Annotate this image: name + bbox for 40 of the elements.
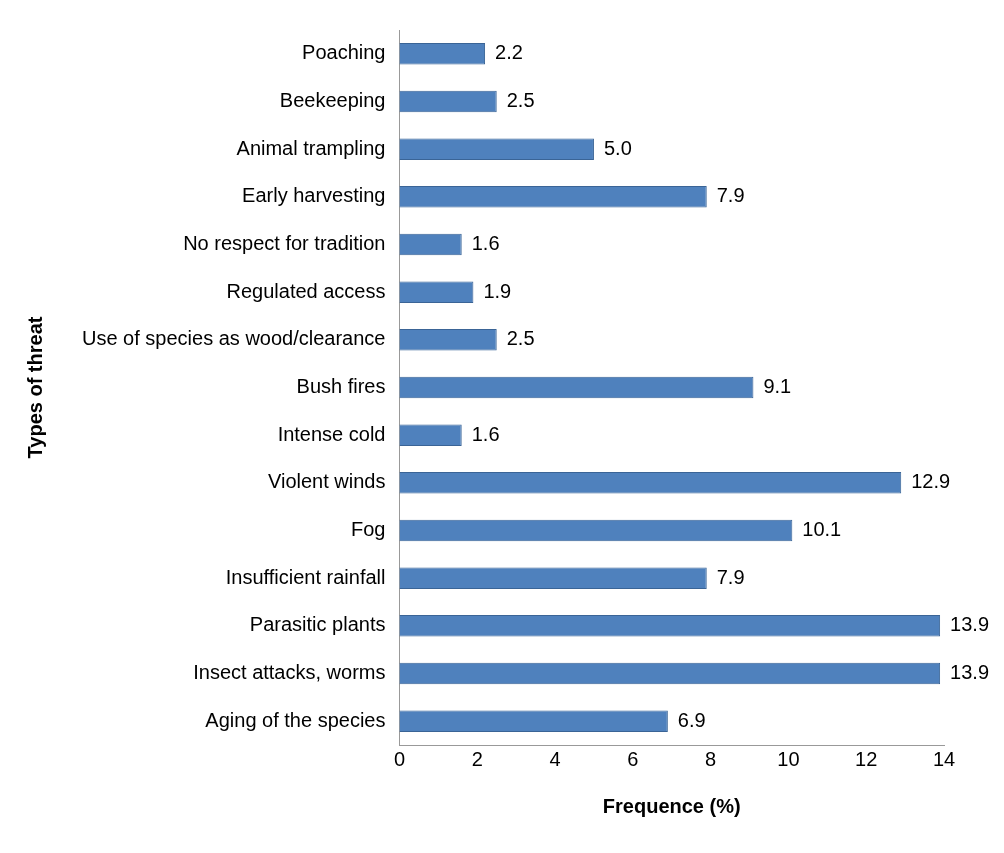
x-tick-label: 12 [855, 747, 878, 770]
y-tick-label: Insufficient rainfall [225, 565, 386, 588]
x-tick-label: 8 [705, 747, 717, 770]
y-tick-label: Fog [351, 518, 386, 541]
data-label: 2.5 [506, 89, 535, 112]
x-tick-label: 0 [393, 747, 406, 770]
y-tick-label: Aging of the species [205, 708, 386, 731]
data-label: 9.1 [763, 375, 792, 398]
y-tick-label: Bush fires [296, 375, 386, 398]
y-tick-label: Regulated access [226, 279, 386, 302]
data-label: 7.9 [716, 184, 745, 207]
y-axis-title: Types of threat [23, 316, 46, 459]
data-label: 2.2 [495, 41, 523, 64]
x-tick-label: 2 [471, 747, 483, 770]
data-label: 6.9 [677, 708, 706, 731]
y-tick-label: Parasitic plants [249, 613, 386, 636]
data-label: 7.9 [716, 565, 745, 588]
y-tick-label: Poaching [302, 41, 386, 64]
y-tick-label: No respect for tradition [183, 232, 386, 255]
data-label: 13.9 [950, 613, 990, 636]
y-tick-label: Use of species as wood/clearance [82, 327, 386, 350]
y-tick-label: Animal trampling [236, 136, 386, 159]
x-axis-title: Frequence (%) [602, 794, 741, 817]
data-label: 5.0 [603, 136, 632, 159]
data-label: 1.6 [471, 232, 500, 255]
data-label: 1.9 [483, 279, 512, 302]
y-tick-label: Early harvesting [242, 184, 386, 207]
data-label: 10.1 [802, 518, 842, 541]
y-tick-label: Insect attacks, worms [193, 661, 386, 684]
y-tick-label: Intense cold [277, 422, 386, 445]
x-tick-label: 10 [777, 747, 800, 770]
data-label: 13.9 [950, 661, 990, 684]
y-tick-label: Violent winds [268, 470, 386, 493]
x-tick-label: 14 [932, 747, 956, 770]
data-label: 12.9 [911, 470, 951, 493]
data-label: 1.6 [471, 422, 500, 445]
y-tick-label: Beekeeping [279, 89, 386, 112]
x-tick-label: 4 [549, 747, 561, 770]
x-tick-label: 6 [627, 747, 639, 770]
data-label: 2.5 [506, 327, 535, 350]
